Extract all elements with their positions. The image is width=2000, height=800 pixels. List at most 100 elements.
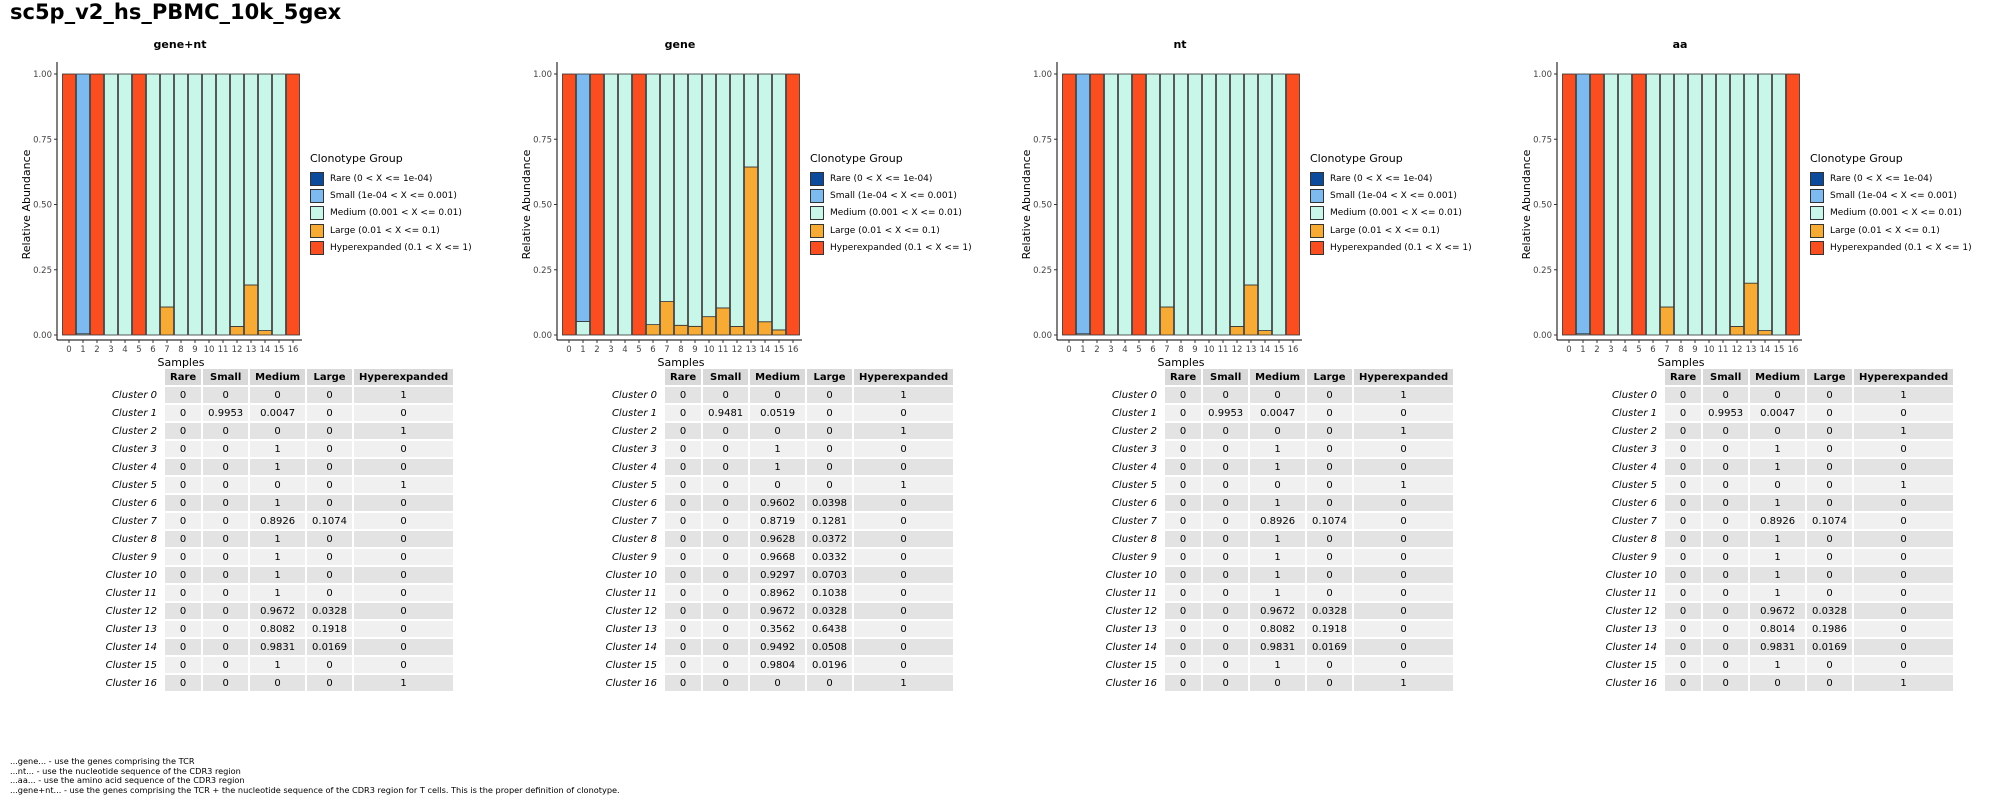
table-cell: 0.1074	[1307, 513, 1353, 529]
table-cell: 0	[1354, 657, 1454, 673]
table-cell: 0	[1165, 531, 1202, 547]
chart-title: gene+nt	[153, 38, 207, 51]
legend-title: Clonotype Group	[310, 152, 403, 165]
table-row-label: Cluster 0	[1111, 389, 1157, 401]
bar-segment-hyperexpanded	[1062, 73, 1076, 336]
table-cell: 0	[354, 639, 454, 655]
table-cell: 0	[1203, 567, 1249, 583]
bar-segment-medium	[1744, 73, 1758, 284]
bar-segment-medium	[1758, 73, 1772, 331]
table-row-label: Cluster 5	[1611, 479, 1657, 491]
x-tick-label: 16	[788, 345, 799, 355]
table-row-label: Cluster 12	[605, 605, 657, 617]
table-cell: 0	[307, 675, 353, 691]
table-cell: 0	[1665, 639, 1702, 655]
y-tick-label: 0.75	[533, 135, 552, 145]
table-cell: 0	[203, 549, 249, 565]
table-cell: 0	[665, 477, 702, 493]
table-cell: 0.9672	[1750, 603, 1806, 619]
table-cell: 0	[1307, 657, 1353, 673]
x-tick-label: 13	[1746, 345, 1757, 355]
table-cell: 0	[1354, 405, 1454, 421]
bar-segment-medium	[202, 73, 216, 336]
x-tick-label: 12	[732, 345, 743, 355]
table-row-label: Cluster 4	[1611, 461, 1657, 473]
table-row: Cluster 10 0 0 0.9297 0.0703 0	[582, 567, 954, 583]
bar-segment-medium	[618, 73, 632, 336]
table-cell: 0	[1665, 531, 1702, 547]
table-row-label: Cluster 7	[1111, 515, 1157, 527]
x-axis-label: Samples	[158, 356, 205, 369]
y-axis-label: Relative Abundance	[1020, 149, 1033, 259]
table-cell: 1	[1750, 657, 1806, 673]
x-tick-label: 1	[80, 345, 85, 355]
bar-segment-medium	[118, 73, 132, 336]
table-cell: 0	[1703, 531, 1749, 547]
table-cell: 1	[1354, 477, 1454, 493]
table-row-label: Cluster 4	[1111, 461, 1157, 473]
table-row-label: Cluster 11	[1605, 587, 1657, 599]
table-cell: 0	[165, 495, 202, 511]
table-cell: 0	[1354, 585, 1454, 601]
table-cell: 0	[307, 495, 353, 511]
table-cell: 0	[703, 675, 749, 691]
bar-segment-medium	[1688, 73, 1702, 336]
table-cell: 0	[1203, 495, 1249, 511]
x-tick-label: 3	[1108, 345, 1113, 355]
table-cell: 0	[203, 639, 249, 655]
bar-segment-hyperexpanded	[786, 73, 800, 336]
table-cell: 0	[1703, 441, 1749, 457]
x-tick-label: 0	[566, 345, 571, 355]
table-column-header: Hyperexpanded	[854, 369, 954, 385]
table-row-label: Cluster 2	[111, 425, 157, 437]
table-cell: 0	[1665, 423, 1702, 439]
legend-item: Hyperexpanded (0.1 < X <= 1)	[310, 240, 472, 257]
table-cell: 0	[354, 585, 454, 601]
table-cell: 0.9668	[750, 549, 806, 565]
table-cell: 0	[1354, 549, 1454, 565]
legend-swatch	[1310, 171, 1324, 186]
bar-segment-medium	[674, 73, 688, 326]
table-column-header: Small	[1203, 369, 1249, 385]
legend-item: Rare (0 < X <= 1e-04)	[1310, 170, 1472, 187]
table-row: Cluster 15 0 0 1 0 0	[1082, 657, 1454, 673]
table-cell: 0	[1354, 495, 1454, 511]
y-tick-label: 0.50	[33, 201, 52, 211]
bar-segment-medium	[1702, 73, 1716, 336]
x-axis-label: Samples	[1658, 356, 1705, 369]
table-cell: 0	[1703, 657, 1749, 673]
legend-item: Rare (0 < X <= 1e-04)	[310, 170, 472, 187]
table-cell: 0.0328	[1807, 603, 1853, 619]
table-cell: 0	[854, 513, 954, 529]
table-row: Cluster 11 0 0 1 0 0	[82, 585, 454, 601]
x-tick-label: 1	[1580, 345, 1585, 355]
legend-swatch	[310, 206, 324, 221]
table-column-header: Rare	[1665, 369, 1702, 385]
bar-segment-medium	[174, 73, 188, 336]
bar-segment-medium	[688, 73, 702, 327]
table-cell: 0	[703, 423, 749, 439]
table-cell: 0	[1807, 441, 1853, 457]
table-row: Cluster 15 0 0 0.9804 0.0196 0	[582, 657, 954, 673]
chart-title: nt	[1173, 38, 1187, 51]
legend-item: Hyperexpanded (0.1 < X <= 1)	[1310, 240, 1472, 257]
x-tick-label: 10	[1204, 345, 1215, 355]
table-cell: 0	[1750, 477, 1806, 493]
table-cell: 0	[1307, 387, 1353, 403]
table-cell: 0	[165, 603, 202, 619]
table-cell: 0	[203, 459, 249, 475]
x-axis-label: Samples	[658, 356, 705, 369]
table-cell: 0	[1165, 657, 1202, 673]
table-row: Cluster 1 0 0.9953 0.0047 0 0	[82, 405, 454, 421]
table-cell: 0.8962	[750, 585, 806, 601]
table-cell: 0	[165, 549, 202, 565]
table-column-header: Large	[1807, 369, 1853, 385]
table-corner	[82, 369, 163, 385]
table-cell: 0	[1703, 549, 1749, 565]
table-row-label: Cluster 14	[1105, 641, 1157, 653]
x-tick-label: 10	[204, 345, 215, 355]
bar-segment-medium	[1118, 73, 1132, 336]
